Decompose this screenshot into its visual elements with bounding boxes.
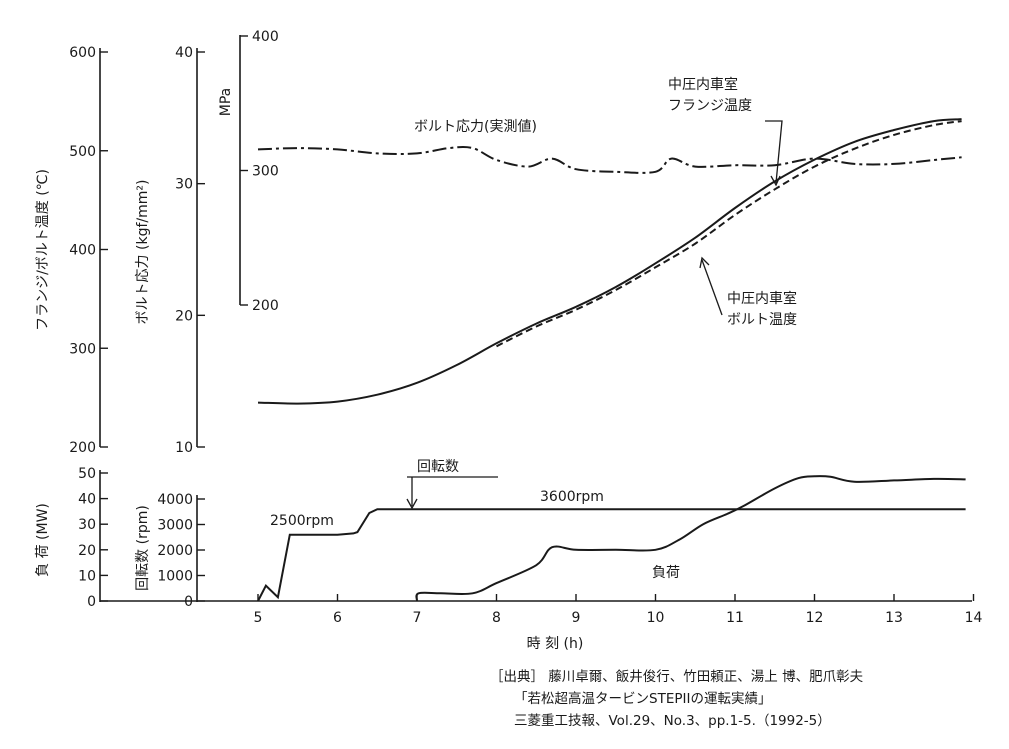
source-journal: 三菱重工技報、Vol.29、No.3、pp.1-5.（1992-5） xyxy=(514,713,831,729)
rpm-tick-label: 2000 xyxy=(157,543,193,559)
mpa-tick-label: 200 xyxy=(252,298,279,314)
rpm-3600-label: 3600rpm xyxy=(540,489,604,505)
x-axis-label: 時 刻 (h) xyxy=(527,636,584,652)
series-flange-temperature xyxy=(257,118,962,405)
bolt-temp-label-2: ボルト温度 xyxy=(727,312,797,328)
stress-tick-label: 30 xyxy=(175,177,193,193)
time-tick-label: 5 xyxy=(254,610,263,626)
time-tick-label: 14 xyxy=(965,610,983,626)
load-tick-label: 40 xyxy=(78,492,96,508)
time-ticks: 5 6 7 8 9 10 11 12 13 14 xyxy=(254,594,983,626)
temperature-axis-label: フランジ/ボルト温度 (℃) xyxy=(35,169,51,331)
rpm-arrowhead xyxy=(406,498,418,510)
stress-tick-label: 20 xyxy=(175,308,193,324)
temperature-tick-label: 600 xyxy=(69,45,96,61)
flange-arrowhead xyxy=(770,175,781,187)
rpm-axis-label: 回転数 (rpm) xyxy=(135,505,151,591)
bolt-leader-line xyxy=(701,259,723,316)
load-tick-label: 0 xyxy=(87,594,96,610)
rpm-label: 回転数 xyxy=(417,459,459,475)
temperature-tick-label: 500 xyxy=(69,144,96,160)
rpm-tick-label: 3000 xyxy=(157,518,193,534)
mpa-ticks: 200 300 400 xyxy=(240,29,279,314)
source-authors: ［出典］ 藤川卓爾、飯井俊行、竹田頼正、湯上 博、肥爪彰夫 xyxy=(490,669,864,685)
temperature-tick-label: 200 xyxy=(69,440,96,456)
time-tick-label: 13 xyxy=(885,610,903,626)
stress-tick-label: 40 xyxy=(175,45,193,61)
series-load xyxy=(415,475,966,602)
mpa-tick-label: 400 xyxy=(252,29,279,45)
rpm-tick-label: 1000 xyxy=(157,569,193,585)
mpa-tick-label: 300 xyxy=(252,164,279,180)
flange-temp-label-1: 中圧内車室 xyxy=(668,76,738,93)
load-ticks: 0 10 20 30 40 50 xyxy=(78,466,108,610)
time-tick-label: 6 xyxy=(333,610,342,626)
temperature-ticks: 200 300 400 500 600 xyxy=(69,45,108,456)
load-tick-label: 10 xyxy=(78,568,96,584)
stress-ticks: 10 20 30 40 xyxy=(175,45,205,456)
flange-temp-label-2: フランジ温度 xyxy=(668,98,752,114)
load-tick-label: 50 xyxy=(78,466,96,482)
time-tick-label: 9 xyxy=(572,610,581,626)
series-bolt-temperature xyxy=(496,120,962,348)
source-citation: ［出典］ 藤川卓爾、飯井俊行、竹田頼正、湯上 博、肥爪彰夫 「若松超高温タービン… xyxy=(490,666,1000,732)
rpm-ticks: 0 1000 2000 3000 4000 xyxy=(157,492,205,610)
bolt-temp-label-1: 中圧内車室 xyxy=(727,290,797,307)
load-tick-label: 20 xyxy=(78,543,96,559)
series-bolt-stress xyxy=(257,145,962,174)
flange-leader-line xyxy=(765,120,783,184)
rpm-leader-line xyxy=(407,476,498,506)
time-tick-label: 10 xyxy=(647,610,665,626)
temperature-tick-label: 400 xyxy=(69,243,96,259)
temperature-tick-label: 300 xyxy=(69,341,96,357)
stress-tick-label: 10 xyxy=(175,440,193,456)
load-label: 負荷 xyxy=(652,565,680,581)
load-axis-label: 負 荷 (MW) xyxy=(35,503,51,577)
stress-axis-label: ボルト応力 (kgf/mm²) xyxy=(135,180,151,325)
bolt-arrowhead xyxy=(699,256,710,269)
time-tick-label: 7 xyxy=(413,610,422,626)
load-tick-label: 30 xyxy=(78,517,96,533)
series-rotation-speed xyxy=(257,508,966,602)
rpm-2500-label: 2500rpm xyxy=(270,513,334,529)
time-tick-label: 12 xyxy=(806,610,824,626)
time-tick-label: 11 xyxy=(726,610,744,626)
rpm-tick-label: 4000 xyxy=(157,492,193,508)
time-tick-label: 8 xyxy=(492,610,501,626)
bolt-stress-label: ボルト応力(実測値) xyxy=(414,119,537,135)
mpa-axis-label: MPa xyxy=(218,88,234,116)
rpm-tick-label: 0 xyxy=(184,594,193,610)
source-title: 「若松超高温タービンSTEPIIの運転実績」 xyxy=(514,691,772,707)
